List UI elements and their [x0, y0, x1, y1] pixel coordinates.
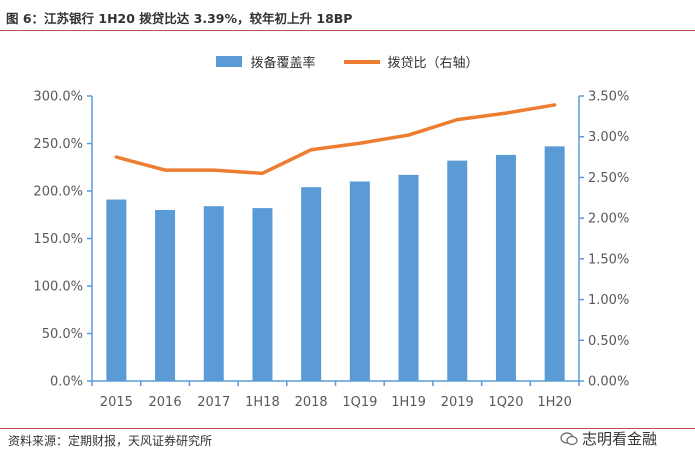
legend-line-label: 拨贷比（右轴）	[387, 56, 479, 71]
legend-bar-swatch	[216, 56, 243, 67]
legend-line-swatch	[343, 59, 380, 64]
line-point-loan-provision-ratio	[358, 141, 362, 145]
y-right-tick-label: 1.00%	[588, 293, 629, 308]
x-tick-label: 2017	[197, 395, 230, 410]
x-tick-label: 2015	[100, 395, 133, 410]
line-point-loan-provision-ratio	[260, 171, 264, 175]
source-note: 资料来源：定期财报，天风证券研究所	[8, 434, 213, 448]
x-tick-label: 2019	[441, 395, 474, 410]
wechat-icon	[560, 431, 578, 445]
line-point-loan-provision-ratio	[504, 111, 508, 115]
line-point-loan-provision-ratio	[553, 103, 557, 107]
y-left-tick-label: 150.0%	[33, 232, 83, 247]
line-point-loan-provision-ratio	[212, 168, 216, 172]
y-left-tick-label: 100.0%	[33, 280, 83, 295]
bar-coverage-ratio	[398, 174, 419, 381]
bar-coverage-ratio	[349, 181, 370, 381]
legend-bar-label: 拨备覆盖率	[250, 56, 316, 71]
x-tick-label: 1Q19	[342, 395, 377, 410]
bar-coverage-ratio	[447, 160, 468, 381]
x-tick-label: 2018	[295, 395, 328, 410]
y-right-tick-label: 3.00%	[588, 130, 629, 145]
y-left-tick-label: 300.0%	[33, 90, 83, 105]
line-point-loan-provision-ratio	[407, 133, 411, 137]
x-tick-label: 2016	[149, 395, 182, 410]
line-point-loan-provision-ratio	[309, 148, 313, 152]
line-point-loan-provision-ratio	[114, 155, 118, 159]
line-point-loan-provision-ratio	[455, 118, 459, 122]
bar-coverage-ratio	[106, 199, 127, 381]
line-loan-provision-ratio	[114, 103, 557, 176]
bar-coverage-ratio	[203, 206, 224, 381]
y-right-tick-label: 0.50%	[588, 334, 629, 349]
bar-coverage-ratio	[155, 210, 176, 381]
bar-coverage-ratio	[301, 187, 322, 381]
chart-legend: 拨备覆盖率 拨贷比（右轴）	[0, 52, 695, 71]
footer-divider	[0, 428, 695, 429]
legend-item-bar: 拨备覆盖率	[216, 52, 316, 71]
y-right-tick-label: 0.00%	[588, 375, 629, 390]
y-right-tick-label: 3.50%	[588, 90, 629, 105]
y-left-tick-label: 50.0%	[42, 327, 83, 342]
watermark-text: 志明看金融	[582, 430, 658, 448]
x-tick-label: 1H20	[537, 395, 572, 410]
y-right-tick-label: 2.00%	[588, 212, 629, 227]
legend-item-line: 拨贷比（右轴）	[343, 52, 479, 71]
bar-coverage-ratio	[495, 154, 516, 381]
y-right-tick-label: 2.50%	[588, 171, 629, 186]
bar-coverage-ratio	[544, 146, 565, 381]
x-tick-label: 1H18	[245, 395, 280, 410]
y-right-tick-label: 1.50%	[588, 252, 629, 267]
y-left-tick-label: 250.0%	[33, 137, 83, 152]
watermark: 志明看金融	[560, 428, 657, 449]
y-left-tick-label: 200.0%	[33, 185, 83, 200]
x-tick-label: 1Q20	[488, 395, 523, 410]
line-point-loan-provision-ratio	[163, 168, 167, 172]
x-tick-label: 1H19	[391, 395, 426, 410]
title-divider	[0, 30, 695, 31]
bar-coverage-ratio	[252, 208, 273, 381]
chart-title: 图 6：江苏银行 1H20 拨贷比达 3.39%，较年初上升 18BP	[6, 11, 353, 26]
y-left-tick-label: 0.0%	[50, 375, 83, 390]
